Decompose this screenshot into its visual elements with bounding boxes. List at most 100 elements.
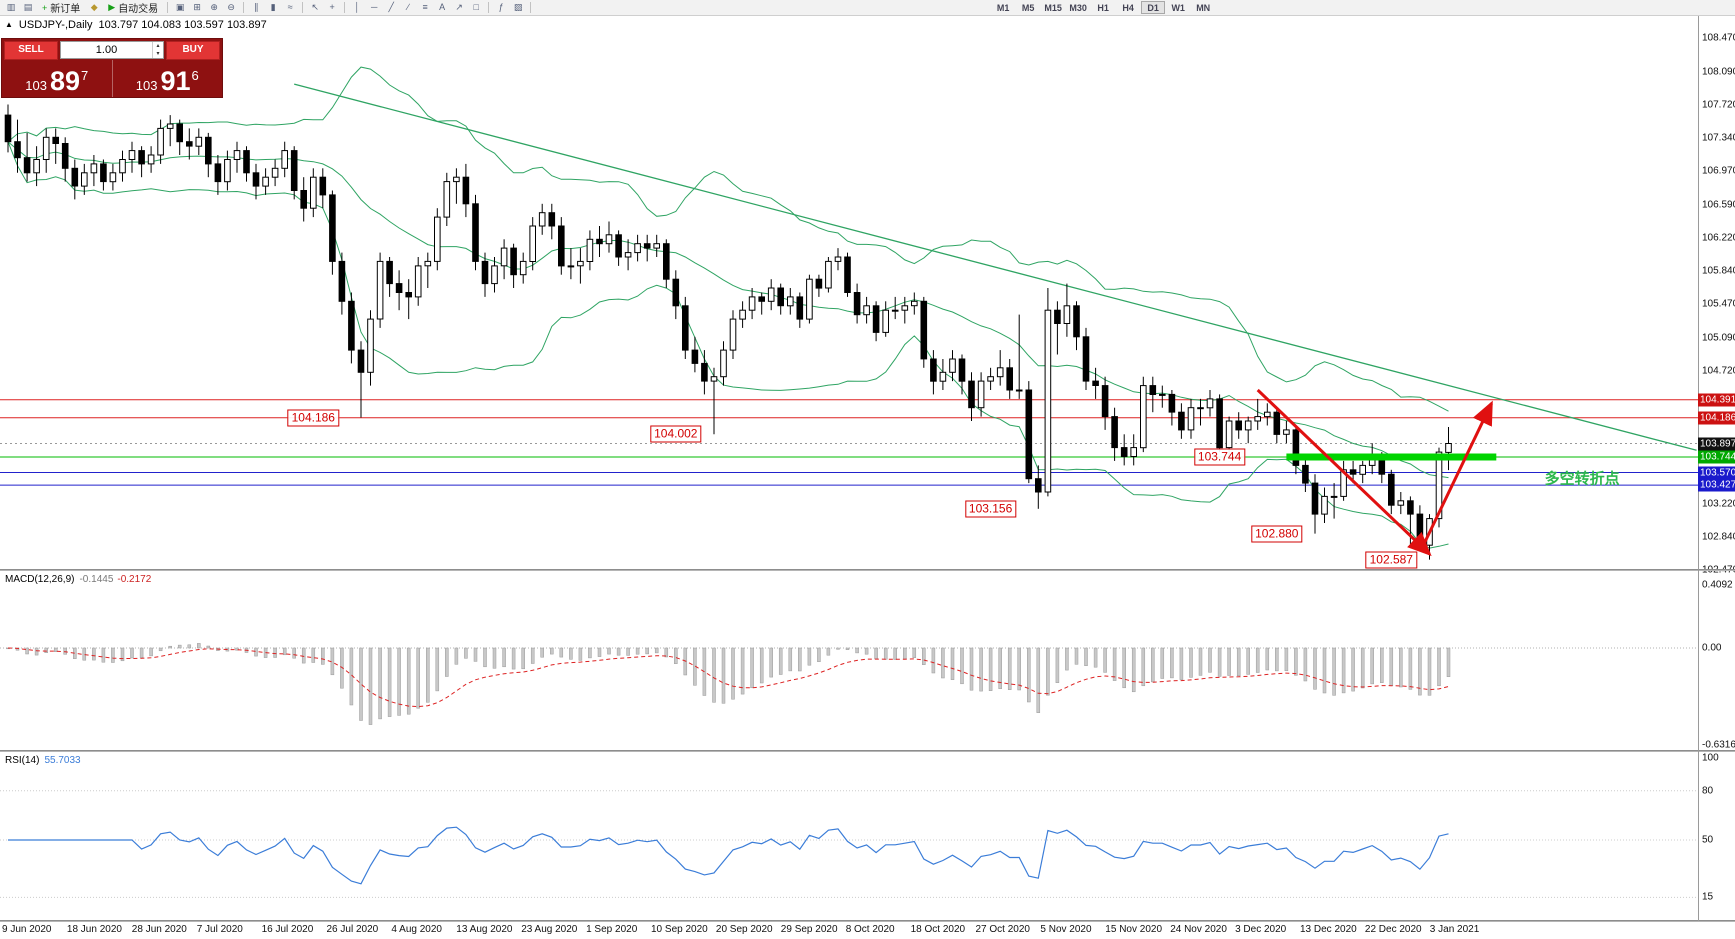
date-axis-label: 1 Sep 2020 xyxy=(586,924,638,935)
price-badge: 103.744 xyxy=(1698,450,1735,464)
tile-windows-icon[interactable]: ⊞ xyxy=(193,2,201,12)
price-axis-tick: 102.840 xyxy=(1702,531,1735,543)
chart-symbol-label: USDJPY-,Daily xyxy=(18,19,93,31)
chart-annotation[interactable]: 103.156 xyxy=(964,500,1017,518)
price-badge: 104.391 xyxy=(1698,393,1735,407)
timeframe-button-d1[interactable]: D1 xyxy=(1141,1,1166,14)
trade-panel-controls: SELL ▴ ▾ BUY xyxy=(2,39,222,60)
trend-arrow xyxy=(1423,400,1493,544)
line-chart-type-icon[interactable]: ≈ xyxy=(287,2,293,12)
date-axis-label: 9 Jun 2020 xyxy=(2,924,52,935)
timeframe-button-h1[interactable]: H1 xyxy=(1097,3,1109,13)
price-badge: 103.570 xyxy=(1698,466,1735,479)
buy-price-big: 91 xyxy=(160,66,191,96)
macd-signal-value: -0.2172 xyxy=(117,574,152,585)
crosshair-icon[interactable]: + xyxy=(329,2,335,12)
trend-arrow xyxy=(1256,388,1432,557)
price-axis-tick: 106.970 xyxy=(1702,165,1735,177)
date-axis-label: 13 Aug 2020 xyxy=(456,924,513,935)
volume-down-icon[interactable]: ▾ xyxy=(156,51,160,57)
macd-histogram xyxy=(6,643,1451,725)
volume-spinner[interactable]: ▴ ▾ xyxy=(152,42,163,58)
rsi-indicator-header: RSI(14) 55.7033 xyxy=(5,755,81,766)
volume-field[interactable]: ▴ ▾ xyxy=(60,41,164,59)
volume-up-icon[interactable]: ▴ xyxy=(156,43,160,49)
date-axis-label: 28 Jun 2020 xyxy=(131,924,187,935)
chart-annotation[interactable]: 103.744 xyxy=(1193,448,1246,466)
new-order-button[interactable]: + 新订单 xyxy=(37,1,85,16)
zoom-in-icon[interactable]: ⊕ xyxy=(210,2,218,12)
buy-button[interactable]: BUY xyxy=(166,41,220,60)
rsi-title: RSI(14) xyxy=(5,755,40,766)
buy-price[interactable]: 103 91 6 xyxy=(113,60,223,97)
chart-annotation[interactable]: 104.002 xyxy=(650,425,702,443)
timeframe-button-m30[interactable]: M30 xyxy=(1069,3,1087,13)
date-axis-label: 27 Oct 2020 xyxy=(975,924,1030,935)
market-depth-icon[interactable]: ◆ xyxy=(90,2,98,12)
sell-price[interactable]: 103 89 7 xyxy=(2,60,113,97)
buy-price-sup: 6 xyxy=(191,68,199,83)
zoom-out-icon[interactable]: ⊖ xyxy=(227,2,235,12)
chart-annotation[interactable]: 104.186 xyxy=(287,409,339,427)
candlestick-chart-type-icon[interactable]: ▮ xyxy=(270,2,276,12)
rsi-line xyxy=(8,826,1449,885)
date-axis-label: 5 Nov 2020 xyxy=(1040,924,1092,935)
date-axis-label: 15 Nov 2020 xyxy=(1105,924,1163,935)
toolbar-spacer xyxy=(535,7,990,8)
trade-panel-prices: 103 89 7 103 91 6 xyxy=(2,60,222,97)
date-axis-label: 3 Dec 2020 xyxy=(1235,924,1287,935)
chart-ohlc-header: ▲ USDJPY-,Daily 103.797 104.083 103.597 … xyxy=(5,19,267,31)
arrow-tool-icon[interactable]: ↗ xyxy=(455,2,463,12)
cascade-windows-icon[interactable]: ▣ xyxy=(175,2,185,12)
rsi-axis-tick: 100 xyxy=(1702,752,1719,764)
chart-annotation[interactable]: 102.587 xyxy=(1365,551,1417,569)
timeframe-button-h4[interactable]: H4 xyxy=(1122,3,1134,13)
price-badge: 103.897 xyxy=(1698,437,1735,450)
price-axis-tick: 105.090 xyxy=(1702,332,1735,344)
chart-annotation[interactable]: 102.880 xyxy=(1251,525,1303,543)
toolbar-separator xyxy=(488,2,490,13)
macd-axis-tick: 0.00 xyxy=(1702,642,1722,654)
new-chart-icon[interactable]: ▥ xyxy=(6,2,16,12)
timeframe-button-mn[interactable]: MN xyxy=(1196,3,1211,13)
price-axis-tick: 105.840 xyxy=(1702,265,1735,277)
volume-input[interactable] xyxy=(61,42,152,58)
trendline-icon[interactable]: ╱ xyxy=(388,2,394,12)
date-axis-label: 29 Sep 2020 xyxy=(780,924,838,935)
price-axis-tick: 106.220 xyxy=(1702,232,1735,243)
chart-profiles-icon[interactable]: ▤ xyxy=(23,2,33,12)
timeframe-button-w1[interactable]: W1 xyxy=(1171,3,1185,13)
bar-chart-type-icon[interactable]: ∥ xyxy=(253,2,259,12)
sell-button[interactable]: SELL xyxy=(4,41,58,60)
panel-splitter-macd-rsi[interactable] xyxy=(0,750,1735,752)
date-axis-label: 24 Nov 2020 xyxy=(1170,924,1227,935)
price-axis-tick: 104.720 xyxy=(1702,365,1735,376)
panel-splitter-main-macd[interactable] xyxy=(0,569,1735,571)
main-chart-layer xyxy=(0,66,1698,549)
price-axis-tick: 108.470 xyxy=(1702,32,1735,44)
date-axis-label: 20 Sep 2020 xyxy=(715,924,773,935)
new-order-button-icon: + xyxy=(42,2,48,13)
fibonacci-icon[interactable]: ≡ xyxy=(422,2,428,12)
toolbar: ▥ ▤ + 新订单 ◆ ▶ 自动交易 ▣ ⊞ ⊕ ⊖ ∥ ▮ ≈ ↖ + │ ─ ╱ ∕ ≡ A ↗ □ ƒ ▨ M1 M5 M15 M3… xyxy=(0,0,1735,16)
shapes-icon[interactable]: □ xyxy=(473,2,479,12)
timeframe-button-m1[interactable]: M1 xyxy=(996,3,1010,13)
timeframe-button-m5[interactable]: M5 xyxy=(1021,3,1035,13)
toolbar-separator xyxy=(302,2,304,13)
chart-annotation[interactable]: 多空转折点 xyxy=(1544,470,1620,488)
date-axis-label: 23 Aug 2020 xyxy=(521,924,578,935)
price-axis-tick: 108.090 xyxy=(1702,66,1735,78)
sell-price-big: 89 xyxy=(49,66,80,96)
cursor-icon[interactable]: ↖ xyxy=(311,2,319,12)
timeframe-button-m15[interactable]: M15 xyxy=(1044,3,1062,13)
auto-trading-button-label: 自动交易 xyxy=(118,4,159,15)
channel-icon[interactable]: ∕ xyxy=(407,2,409,12)
support-highlight-bar xyxy=(1286,453,1497,461)
vertical-line-icon[interactable]: │ xyxy=(354,2,360,12)
indicators-icon[interactable]: ƒ xyxy=(498,2,504,12)
auto-trading-button[interactable]: ▶ 自动交易 xyxy=(103,1,163,15)
templates-icon[interactable]: ▨ xyxy=(513,2,523,12)
horizontal-line-icon[interactable]: ─ xyxy=(370,2,378,12)
text-label-icon[interactable]: A xyxy=(439,2,446,12)
